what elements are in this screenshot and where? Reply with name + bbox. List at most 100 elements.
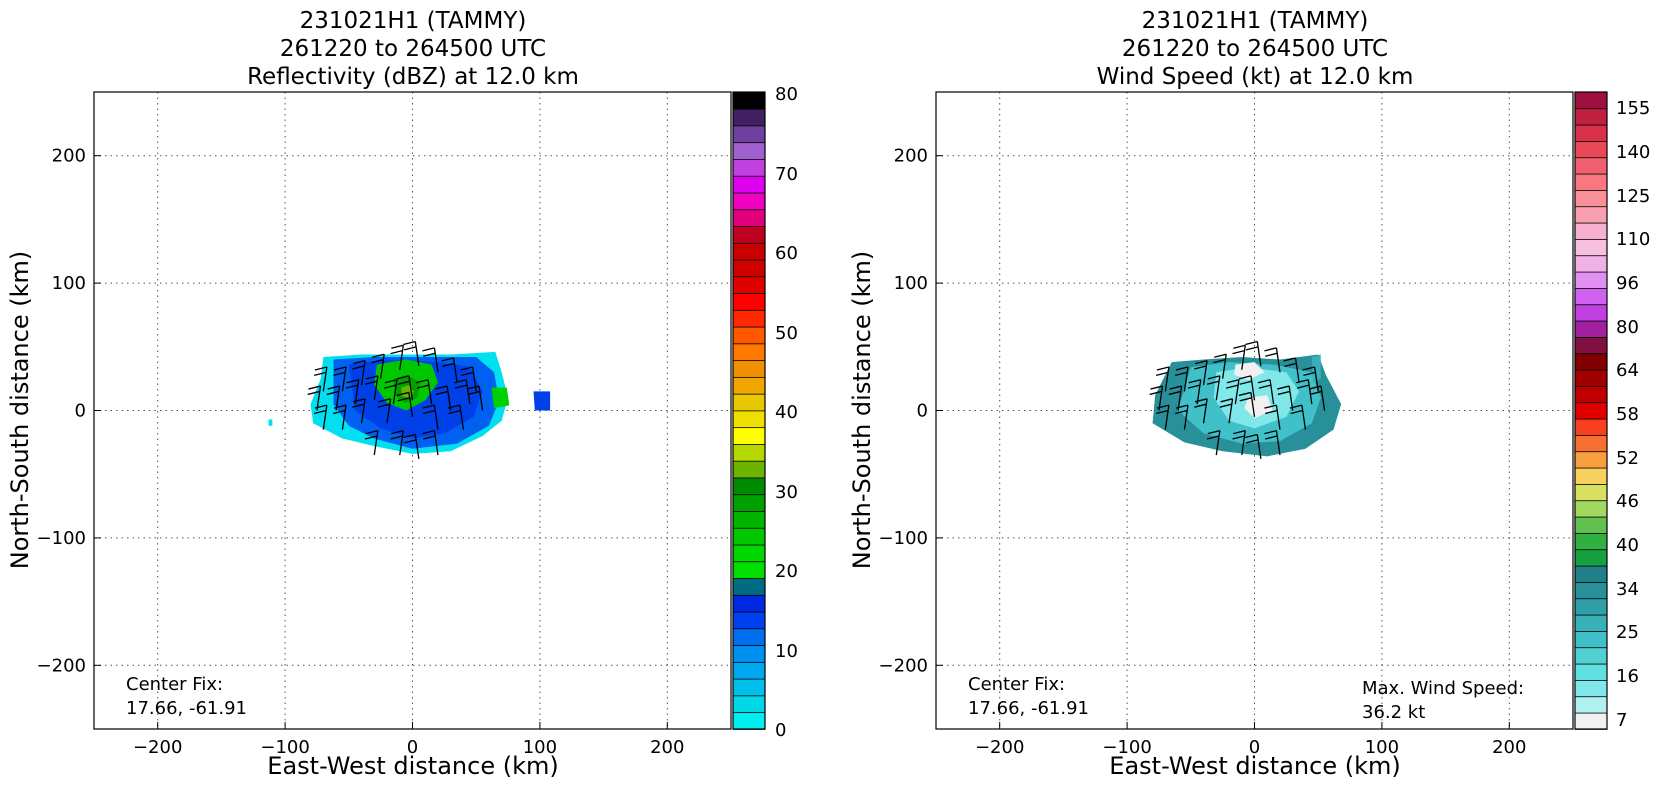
y-axis-label: North-South distance (km) [848, 251, 876, 570]
wind-barb [403, 433, 420, 460]
wind-barb [1257, 379, 1275, 405]
wind-barb [313, 366, 328, 392]
colorbar-segment [1574, 107, 1608, 126]
colorbar-segment [732, 560, 766, 579]
colorbar-segment [1574, 565, 1608, 583]
y-tick-label: −100 [879, 528, 928, 549]
colorbar-segment [1574, 173, 1608, 191]
wind-barb [333, 404, 347, 430]
colorbar-segment [732, 208, 766, 227]
colorbar-segment [1574, 91, 1608, 110]
colorbar-segment [732, 275, 766, 294]
cbar-tick-25: 25 [1616, 622, 1639, 643]
x-axis-label: East-West distance (km) [1109, 752, 1400, 780]
max-wind-value: 36.2 kt [1362, 702, 1425, 723]
colorbar-segment [732, 594, 766, 613]
wind-barbs [1149, 340, 1326, 460]
colorbar-segment [732, 510, 766, 529]
y-tick-label: 200 [52, 146, 86, 167]
wind-barb [466, 385, 484, 411]
wind-barb [1245, 433, 1262, 460]
wind-barb [1238, 375, 1256, 401]
colorbar-segment [732, 125, 766, 144]
x-axis-label: East-West distance (km) [267, 752, 558, 780]
panel-title-line-3: Reflectivity (dBZ) at 12.0 km [247, 64, 579, 90]
wind-barb [333, 366, 347, 392]
wind-barb [390, 344, 404, 370]
colorbar-segment [1574, 630, 1608, 649]
colorbar-segment [1574, 287, 1608, 306]
panel-title-line-2: 261220 to 264500 UTC [1122, 36, 1388, 62]
wind-barb [1308, 385, 1326, 411]
reflectivity-field [268, 351, 551, 454]
wind-barb [1187, 379, 1202, 405]
colorbar-segment [732, 544, 766, 563]
wind-barb [352, 398, 366, 424]
x-tick-label: 100 [1365, 737, 1399, 758]
wind-barb [1264, 404, 1281, 430]
wind-barb [364, 375, 379, 401]
y-tick-label: −100 [37, 528, 86, 549]
wind-barb [1168, 385, 1183, 411]
cbar-tick-125: 125 [1616, 186, 1650, 207]
cbar-tick-70: 70 [775, 164, 798, 185]
colorbar-tick-labels: 80 70 60 50 40 30 20 10 0 [775, 84, 798, 741]
colorbar-segment [1574, 597, 1608, 616]
colorbar-segment [732, 359, 766, 378]
cbar-tick-50: 50 [775, 323, 798, 344]
colorbar-segment [732, 628, 766, 646]
cbar-tick-52: 52 [1616, 448, 1639, 469]
wind-barb [371, 353, 385, 379]
wind-speed-area [1244, 395, 1273, 419]
colorbar-segment [1574, 467, 1608, 485]
y-tick-label: 0 [917, 401, 928, 422]
colorbar-segment [1574, 499, 1608, 518]
cbar-tick-155: 155 [1616, 98, 1650, 119]
wind-barb [307, 385, 322, 411]
colorbar-segment [1574, 548, 1608, 567]
colorbar-segment [1574, 418, 1608, 436]
y-tick-label: −200 [37, 655, 86, 676]
panel-title-line-1: 231021H1 (TAMMY) [1142, 8, 1369, 34]
cbar-tick-140: 140 [1616, 142, 1650, 163]
cbar-tick-40: 40 [1616, 535, 1639, 556]
colorbar-segment [1574, 450, 1608, 469]
colorbar-segment [732, 242, 766, 261]
cbar-tick-80: 80 [1616, 317, 1639, 338]
wind-barb [435, 385, 452, 411]
wind-barb [364, 430, 379, 456]
center-fix-label: Center Fix: [126, 674, 223, 695]
colorbar-segment [732, 192, 766, 211]
colorbar-segment [1574, 352, 1608, 371]
wind-barb [1264, 347, 1281, 373]
wind-barb [352, 359, 366, 386]
cbar-tick-10: 10 [775, 641, 798, 662]
wind-barb [313, 404, 328, 430]
wind-barb [415, 379, 433, 405]
colorbar-segment [732, 376, 766, 395]
wind-barb [422, 404, 439, 430]
colorbar-segment [732, 393, 766, 412]
colorbar-frame [732, 91, 766, 730]
wind-barb [1149, 385, 1164, 411]
wind-barb [1232, 430, 1246, 456]
center-fix-label: Center Fix: [968, 674, 1065, 695]
cbar-tick-40: 40 [775, 402, 798, 423]
wind-speed-field [1152, 354, 1342, 457]
colorbar-segment [1574, 581, 1608, 600]
wind-barb [1206, 375, 1221, 401]
wind-barb [384, 379, 398, 405]
colorbar-segment [1574, 222, 1608, 240]
colorbar-segment [1574, 124, 1608, 142]
cbar-tick-60: 60 [775, 243, 798, 264]
colorbar-segment [1574, 532, 1608, 551]
colorbar-segment [1574, 336, 1608, 355]
x-tick-label: 0 [407, 737, 418, 758]
colorbar-segment [732, 259, 766, 278]
colorbar-segment [1574, 156, 1608, 175]
wind-barb [403, 340, 420, 367]
wind-speed-colorbar [1574, 91, 1608, 730]
colorbar-segment [1574, 254, 1608, 273]
colorbar-segment [732, 141, 766, 160]
colorbar-segment [1574, 189, 1608, 208]
